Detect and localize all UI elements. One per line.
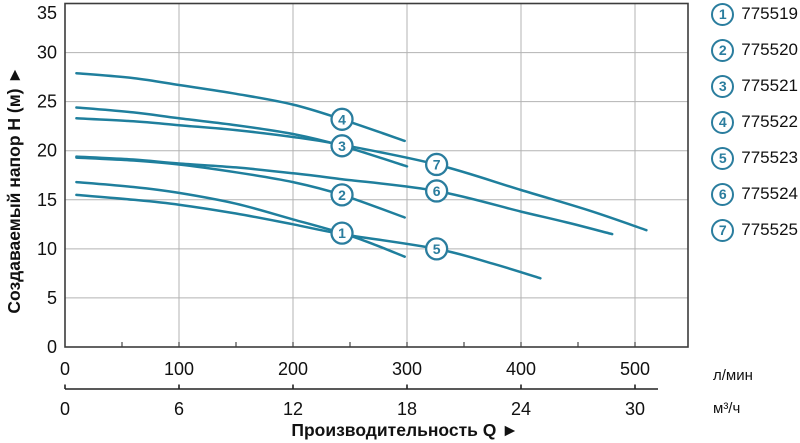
legend-code-2: 775520 [741,40,798,59]
legend: 1 775519 2 775520 3 775521 4 775522 5 77… [711,0,798,248]
curve-marker-label: 1 [338,225,346,241]
curve-marker-7-icon [424,152,449,177]
grid [65,3,688,347]
curve-marker-2-icon [330,183,354,207]
curve-marker-label: 4 [338,111,346,127]
y-tick-label: 15 [37,190,57,210]
x-tick-label-m3h: 18 [397,399,417,419]
x-tick-label-lmin: 300 [392,359,422,379]
x-tick-label-lmin: 100 [164,359,194,379]
x-tick-label-m3h: 6 [174,399,184,419]
curves [75,71,648,280]
legend-marker-2-icon: 2 [711,38,735,62]
x-tick-label-lmin: 0 [60,359,70,379]
x-tick-label-lmin: 200 [278,359,308,379]
y-tick-label: 0 [47,337,57,357]
legend-code-4: 775522 [741,112,798,131]
x-unit-lmin: л/мин [713,367,753,384]
curve-775524 [75,155,614,236]
y-tick-label: 25 [37,92,57,112]
legend-item: 5 775523 [711,140,798,176]
legend-code-7: 775525 [741,220,798,239]
curve-775525 [75,117,648,232]
x-tick-label-m3h: 12 [283,399,303,419]
y-axis-title: Создаваемый напор H (м) ► [4,66,24,313]
legend-marker-1-icon: 1 [711,2,735,26]
legend-marker-4-icon: 4 [711,110,735,134]
legend-code-1: 775519 [741,4,798,23]
x-tick-label-m3h: 0 [60,399,70,419]
legend-item: 4 775522 [711,104,798,140]
legend-item: 7 775525 [711,212,798,248]
curve-marker-5-icon [424,237,449,261]
x-tick-label-m3h: 30 [625,399,645,419]
legend-marker-6-icon: 6 [711,182,735,206]
curve-775521 [75,106,409,168]
plot-frame [64,2,689,348]
legend-item: 6 775524 [711,176,798,212]
curve-marker-4-icon [330,107,354,131]
curve-775523 [75,193,542,280]
y-tick-label: 5 [47,288,57,308]
curve-775519 [75,180,406,258]
y-tick-label: 10 [37,239,57,259]
curve-marker-3-icon [330,134,354,158]
curve-marker-label: 7 [433,156,441,172]
legend-item: 3 775521 [711,68,798,104]
y-tick-label: 35 [37,3,57,23]
curve-marker-label: 6 [433,183,441,199]
curve-marker-label: 2 [338,187,346,203]
curve-marker-label: 3 [338,138,346,154]
y-tick-label: 30 [37,43,57,63]
x-tick-label-lmin: 400 [506,359,536,379]
legend-marker-3-icon: 3 [711,74,735,98]
curve-marker-1-icon [330,221,354,245]
legend-marker-5-icon: 5 [711,146,735,170]
x-tick-label-lmin: 500 [620,359,650,379]
legend-code-6: 775524 [741,184,798,203]
x-unit-m3h: м³/ч [713,400,740,417]
legend-item: 1 775519 [711,0,798,32]
x-tick-label-m3h: 24 [511,399,531,419]
x-axis-m3h [64,384,658,390]
x-axis-title: Производительность Q ► [291,420,518,440]
legend-item: 2 775520 [711,32,798,68]
y-tick-label: 20 [37,141,57,161]
legend-marker-7-icon: 7 [711,218,735,242]
curve-marker-label: 5 [433,241,441,257]
curve-markers: 1 2 3 4 5 6 7 [330,107,449,261]
legend-code-5: 775523 [741,148,798,167]
legend-code-3: 775521 [741,76,798,95]
curve-marker-6-icon [424,179,449,203]
